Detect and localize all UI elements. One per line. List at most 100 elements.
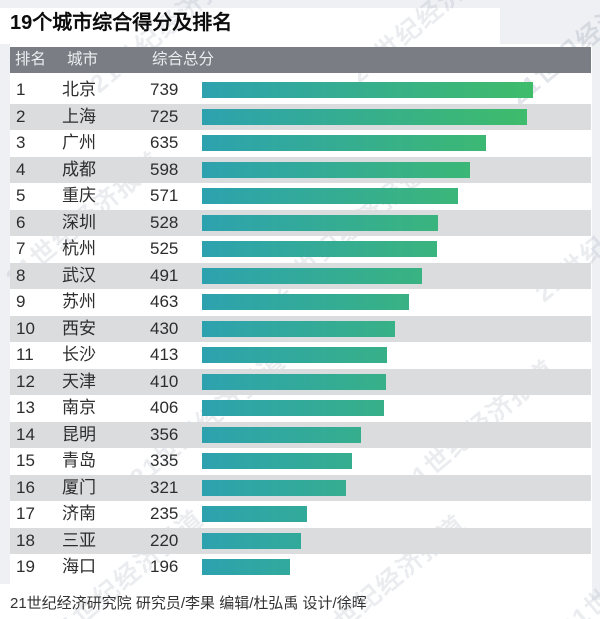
score-bar [202,108,527,125]
rank-cell: 17 [16,504,35,523]
score-bar [202,479,346,496]
city-cell: 北京 [62,80,96,99]
city-cell: 天津 [62,371,96,391]
header-rank: 排名 [15,51,47,68]
table-header: 排名 城市 综合总分 [10,47,591,73]
rank-cell: 6 [16,212,26,232]
score-cell: 739 [150,80,179,99]
background-strip-right [592,44,600,600]
score-cell: 528 [150,212,179,232]
city-cell: 上海 [62,106,96,126]
table-row: 17 济南 235 [10,501,591,528]
score-cell: 406 [150,398,179,417]
table-body: 1 北京 739 2 上海 725 3 广州 635 4 成都 598 5 重庆 571 6 深圳 528 7 杭州 5… [10,77,591,581]
city-cell: 三亚 [62,530,96,550]
score-cell: 463 [150,292,179,311]
rank-cell: 11 [16,345,34,364]
rank-cell: 1 [16,80,26,99]
score-cell: 525 [150,239,179,258]
score-bar [202,532,301,549]
score-bar [202,320,395,337]
table-row: 13 南京 406 [10,395,591,422]
table-row: 10 西安 430 [10,315,591,342]
table-row: 11 长沙 413 [10,342,591,369]
rank-cell: 15 [16,451,35,470]
table-row: 2 上海 725 [10,103,591,130]
score-cell: 598 [150,159,179,179]
score-bar [202,347,387,363]
table-row: 8 武汉 491 [10,262,591,289]
city-cell: 青岛 [62,451,96,470]
score-bar [202,214,438,231]
table-row: 1 北京 739 [10,77,591,104]
score-cell: 413 [150,345,179,364]
rank-cell: 18 [16,530,35,550]
score-cell: 430 [150,318,179,338]
city-cell: 苏州 [62,292,96,311]
rank-cell: 10 [16,318,35,338]
rank-cell: 19 [16,557,35,576]
score-bar [202,559,290,575]
table-row: 7 杭州 525 [10,236,591,263]
city-cell: 深圳 [62,212,96,232]
score-cell: 196 [150,557,179,576]
score-cell: 571 [150,186,179,205]
score-cell: 235 [150,504,179,523]
city-cell: 济南 [62,504,96,523]
rank-cell: 14 [16,424,35,444]
score-cell: 220 [150,530,179,550]
city-cell: 厦门 [62,477,96,497]
city-cell: 长沙 [62,345,96,364]
rank-cell: 5 [16,186,26,205]
score-bar [202,82,533,98]
city-cell: 昆明 [62,424,96,444]
table-row: 15 青岛 335 [10,448,591,475]
score-bar [202,188,458,204]
city-cell: 杭州 [62,239,96,258]
rank-cell: 2 [16,106,26,126]
table-row: 5 重庆 571 [10,183,591,210]
header-score: 综合总分 [152,51,215,68]
background-strip-top-right [500,0,600,44]
table-row: 19 海口 196 [10,554,591,581]
score-bar [202,373,386,390]
score-bar [202,426,361,443]
city-cell: 南京 [62,398,96,417]
score-cell: 491 [150,265,179,285]
background-strip-top [0,0,600,8]
rank-cell: 7 [16,239,26,258]
score-bar [202,135,486,151]
city-cell: 海口 [62,557,96,576]
score-bar [202,294,409,310]
table-row: 6 深圳 528 [10,209,591,236]
score-cell: 725 [150,106,179,126]
score-bar [202,267,422,284]
city-cell: 重庆 [62,186,96,205]
score-cell: 335 [150,451,179,470]
table-row: 14 昆明 356 [10,421,591,448]
rank-cell: 16 [16,477,35,497]
score-bar [202,453,352,469]
score-bar [202,161,470,178]
table-row: 3 广州 635 [10,130,591,157]
table-row: 18 三亚 220 [10,527,591,554]
rank-cell: 13 [16,398,35,417]
city-cell: 武汉 [62,265,96,285]
rank-cell: 9 [16,292,26,311]
score-cell: 635 [150,133,179,152]
table-row: 12 天津 410 [10,368,591,395]
chart-title: 19个城市综合得分及排名 [10,12,233,34]
background-strip-left [0,44,10,584]
table-row: 4 成都 598 [10,156,591,183]
score-bar [202,241,437,257]
city-cell: 广州 [62,133,96,152]
rank-cell: 4 [16,159,26,179]
rank-cell: 3 [16,133,26,152]
city-cell: 西安 [62,318,96,338]
score-cell: 356 [150,424,179,444]
rank-cell: 12 [16,371,35,391]
city-cell: 成都 [62,159,96,179]
table-row: 16 厦门 321 [10,474,591,501]
rank-cell: 8 [16,265,26,285]
